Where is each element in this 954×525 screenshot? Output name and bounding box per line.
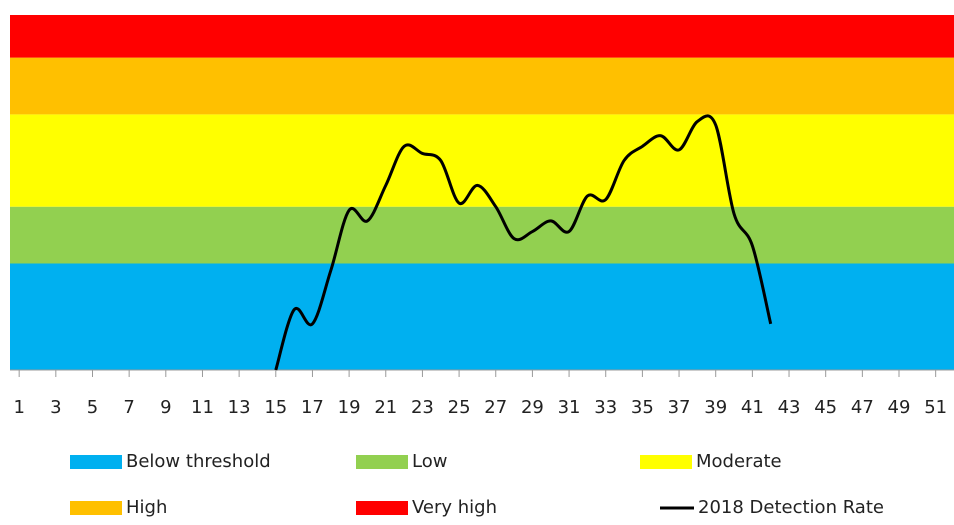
x-tick-label: 5 [87,397,98,418]
legend-label: Below threshold [126,451,271,472]
x-tick-label: 27 [484,397,507,418]
band [10,263,954,370]
x-tick-label: 15 [264,397,287,418]
x-tick-label: 33 [594,397,617,418]
x-tick-label: 11 [191,397,214,418]
legend-label: Moderate [696,451,782,472]
band [10,57,954,115]
x-tick-label: 49 [888,397,911,418]
legend-label: Low [412,451,447,472]
x-tick-label: 43 [778,397,801,418]
x-tick-label: 9 [160,397,171,418]
x-tick-label: 39 [704,397,727,418]
legend-swatch [70,501,122,515]
legend-label: High [126,497,167,518]
line [274,114,773,371]
x-tick-label: 37 [668,397,691,418]
x-tick-label: 25 [448,397,471,418]
x-tick-label: 21 [374,397,397,418]
x-tick-label: 35 [631,397,654,418]
x-tick-label: 1 [13,397,24,418]
legend-swatch [640,455,692,469]
x-tick-label: 47 [851,397,874,418]
x-tick-label: 19 [338,397,361,418]
legend-swatch [356,455,408,469]
band [10,206,954,264]
band [10,114,954,207]
x-tick-label: 31 [558,397,581,418]
x-tick-label: 13 [228,397,251,418]
x-tick-label: 45 [814,397,837,418]
band [10,15,954,58]
legend-label: 2018 Detection Rate [698,497,884,518]
x-tick-label: 51 [924,397,947,418]
x-tick-label: 3 [50,397,61,418]
x-tick-label: 7 [123,397,134,418]
legend-swatch [356,501,408,515]
x-tick-label: 41 [741,397,764,418]
x-tick-label: 29 [521,397,544,418]
x-tick-label: 17 [301,397,324,418]
legend-label: Very high [412,497,497,518]
x-tick-label: 23 [411,397,434,418]
legend-swatch [70,455,122,469]
